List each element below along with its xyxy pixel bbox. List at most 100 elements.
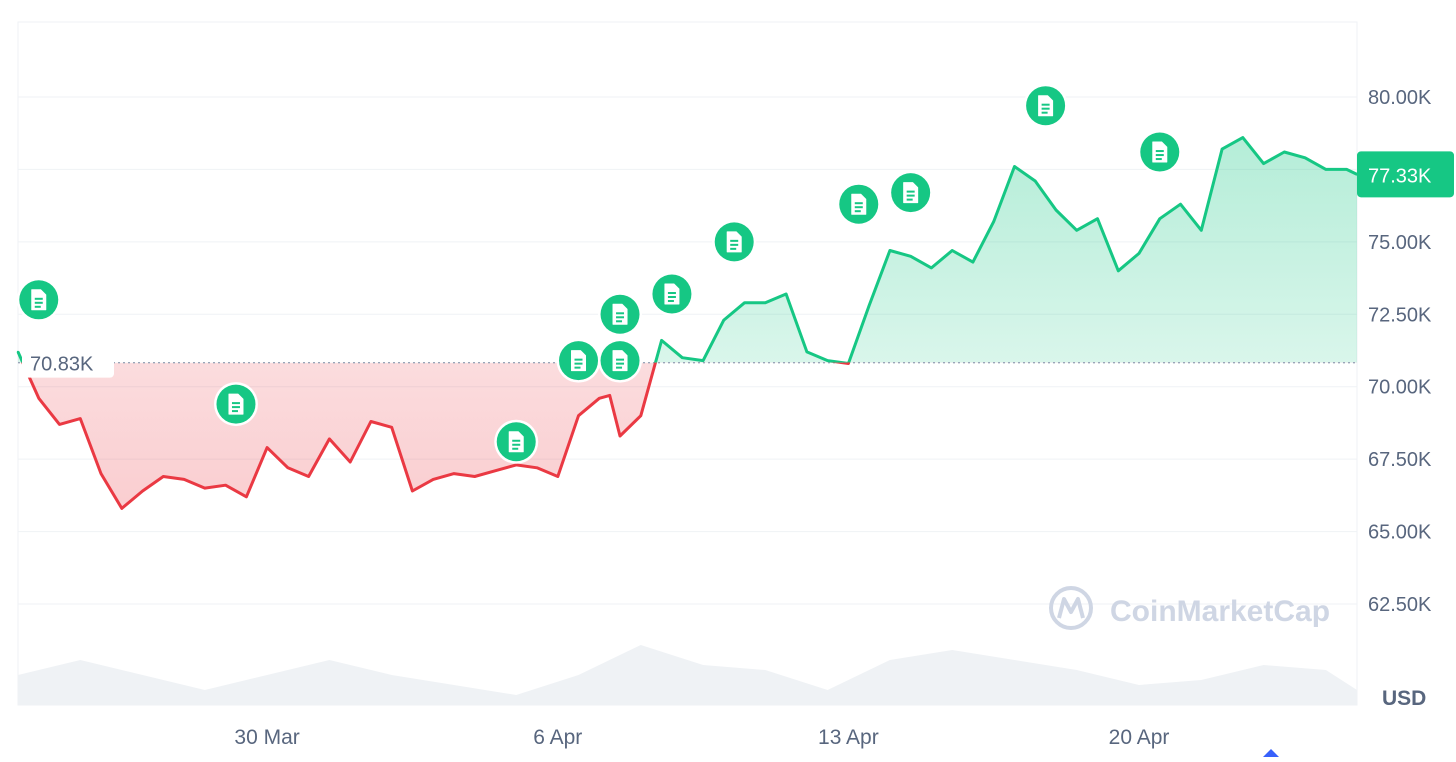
news-marker[interactable] xyxy=(556,338,601,383)
current-price-label: 77.33K xyxy=(1357,151,1454,198)
current-price-value: 77.33K xyxy=(1368,165,1432,187)
x-tick-label: 13 Apr xyxy=(818,726,879,749)
price-point xyxy=(473,475,476,478)
volume-area xyxy=(18,645,1357,705)
news-marker[interactable] xyxy=(888,170,933,215)
news-marker[interactable] xyxy=(598,292,643,337)
price-point xyxy=(37,397,40,400)
price-point xyxy=(411,489,414,493)
coinmarketcap-logo-icon xyxy=(1049,586,1093,630)
price-point xyxy=(1220,147,1224,151)
price-point xyxy=(452,472,456,475)
news-marker[interactable] xyxy=(598,338,643,383)
price-point xyxy=(992,220,995,223)
baseline-value: 70.83K xyxy=(30,354,94,376)
price-point xyxy=(1179,203,1182,206)
price-point xyxy=(1158,217,1162,220)
document-icon xyxy=(508,431,524,453)
news-marker[interactable] xyxy=(494,419,539,464)
price-point xyxy=(1262,162,1265,165)
price-point xyxy=(577,414,580,417)
news-marker[interactable] xyxy=(836,182,881,227)
price-point xyxy=(328,437,331,441)
price-point xyxy=(307,475,310,478)
price-point xyxy=(608,394,611,397)
price-point xyxy=(1137,252,1141,255)
price-point xyxy=(224,484,227,487)
news-marker[interactable] xyxy=(1023,83,1068,128)
price-point xyxy=(1283,150,1286,154)
document-icon xyxy=(612,303,628,325)
price-point xyxy=(1034,179,1037,183)
price-point xyxy=(99,472,103,475)
price-point xyxy=(494,469,497,472)
x-tick-label: 20 Apr xyxy=(1109,726,1170,749)
price-point xyxy=(556,475,559,478)
baseline-label: 70.83K xyxy=(22,347,114,378)
x-tick-label: 30 Mar xyxy=(234,726,299,749)
price-point xyxy=(1303,156,1307,159)
y-tick-label: 62.50K xyxy=(1368,594,1432,616)
document-icon xyxy=(571,350,587,372)
price-point xyxy=(764,301,767,304)
area-above-baseline xyxy=(18,137,1357,363)
price-point xyxy=(930,266,933,270)
document-icon xyxy=(1152,141,1168,163)
price-point xyxy=(162,475,165,478)
price-point xyxy=(784,292,788,296)
price-point xyxy=(971,260,975,264)
price-point xyxy=(867,304,871,307)
document-icon xyxy=(228,393,244,415)
price-point xyxy=(390,426,393,429)
price-point xyxy=(681,356,684,359)
price-point xyxy=(1054,208,1058,212)
volume-fill xyxy=(18,645,1357,705)
document-icon xyxy=(851,193,867,215)
price-point xyxy=(598,397,601,400)
price-point xyxy=(847,362,850,365)
document-icon xyxy=(31,289,47,311)
document-icon xyxy=(903,182,919,204)
price-area xyxy=(18,137,1357,509)
document-icon xyxy=(664,283,680,305)
price-point xyxy=(909,255,912,258)
price-point xyxy=(79,417,82,420)
price-point xyxy=(16,350,20,354)
y-tick-label: 72.50K xyxy=(1368,304,1432,326)
document-icon xyxy=(1038,95,1054,117)
y-tick-label: 80.00K xyxy=(1368,87,1432,109)
price-point xyxy=(1013,165,1016,168)
y-tick-label: 65.00K xyxy=(1368,522,1432,544)
price-point xyxy=(660,339,663,342)
price-point xyxy=(535,466,539,469)
news-marker[interactable] xyxy=(1137,130,1182,175)
price-point xyxy=(58,423,61,426)
scroll-handle-icon[interactable] xyxy=(1263,749,1279,757)
y-tick-label: 67.50K xyxy=(1368,449,1432,471)
news-marker[interactable] xyxy=(649,272,694,317)
price-point xyxy=(1075,229,1078,232)
price-point xyxy=(245,495,248,498)
price-point xyxy=(1345,168,1348,171)
price-point xyxy=(120,507,124,510)
y-tick-label: 70.00K xyxy=(1368,377,1432,399)
price-point xyxy=(639,414,642,417)
y-tick-label: 75.00K xyxy=(1368,232,1432,254)
price-point xyxy=(1117,269,1120,272)
price-point xyxy=(618,434,622,438)
price-point xyxy=(141,489,144,493)
price-point xyxy=(826,359,829,362)
area-below-baseline xyxy=(18,362,1357,509)
news-marker[interactable] xyxy=(712,219,757,264)
price-point xyxy=(515,463,518,467)
watermark: CoinMarketCap xyxy=(1049,586,1330,630)
currency-label: USD xyxy=(1382,687,1426,710)
price-point xyxy=(951,249,954,252)
news-marker[interactable] xyxy=(16,277,61,322)
price-point xyxy=(701,359,705,362)
news-marker[interactable] xyxy=(213,382,258,427)
price-point xyxy=(432,478,435,481)
price-point xyxy=(203,486,206,490)
price-point xyxy=(805,350,809,354)
